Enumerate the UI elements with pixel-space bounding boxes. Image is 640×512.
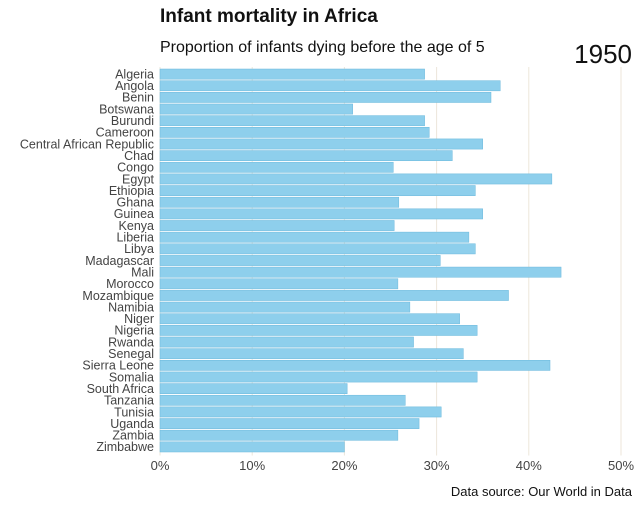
bar [159,103,353,115]
bar [159,441,345,453]
category-label: Cameroon [96,126,154,140]
category-label: Niger [124,312,154,326]
category-label: Mozambique [82,289,154,303]
category-label: Chad [124,149,154,163]
bar [159,255,441,266]
bar [159,161,394,173]
bar [159,231,470,243]
x-tick-label: 40% [516,458,542,473]
category-label: Congo [117,161,154,175]
category-label: Guinea [114,207,154,221]
x-tick-label: 50% [608,458,634,473]
bar [159,336,414,348]
category-label: Zambia [112,429,154,443]
category-label: Tanzania [104,394,154,408]
category-label: Angola [115,79,154,93]
bar [159,185,476,196]
category-label: Mali [131,265,154,279]
data-source: Data source: Our World in Data [451,484,633,499]
x-axis-ticks: 0% 10% 20% 30% 40% 50% [151,458,635,473]
bar [159,208,483,220]
category-label: South Africa [87,382,154,396]
bar [159,127,430,138]
bar [159,80,501,92]
bar [159,115,425,127]
category-label: Ghana [116,196,154,210]
category-label: Kenya [119,219,154,233]
bar [159,348,464,360]
category-label: Namibia [108,300,154,314]
category-labels: AlgeriaAngolaBeninBotswanaBurundiCameroo… [20,67,155,454]
x-tick-label: 10% [239,458,265,473]
bar [159,383,348,394]
bar [159,371,478,383]
x-tick-label: 30% [424,458,450,473]
bar [159,394,406,406]
bar [159,290,509,301]
category-label: Morocco [106,277,154,291]
category-label: Central African Republic [20,137,154,151]
bar [159,138,483,150]
category-label: Rwanda [108,335,154,349]
bar [159,301,411,313]
bar [159,220,395,231]
chart-title: Infant mortality in Africa [160,6,378,27]
category-label: Egypt [122,172,154,186]
chart-subtitle: Proportion of infants dying before the a… [160,39,485,56]
category-label: Sierra Leone [82,359,154,373]
bar [159,92,492,103]
bar [159,173,553,185]
bar [159,360,551,371]
bar [159,406,442,418]
category-label: Somalia [109,370,154,384]
bar [159,313,460,325]
x-tick-label: 20% [331,458,357,473]
bar [159,266,562,278]
year-label: 1950 [574,39,632,69]
category-label: Algeria [115,67,154,81]
category-label: Liberia [116,231,154,245]
category-label: Ethiopia [109,184,154,198]
category-label: Madagascar [85,254,154,268]
category-label: Tunisia [114,405,154,419]
bar [159,68,425,80]
bar [159,325,478,336]
bar [159,150,453,162]
bar [159,196,400,208]
category-label: Senegal [108,347,154,361]
category-label: Burundi [111,114,154,128]
bar [159,278,399,290]
category-label: Botswana [99,102,154,116]
category-label: Nigeria [114,324,154,338]
bars [159,68,562,453]
category-label: Benin [122,91,154,105]
category-label: Zimbabwe [96,440,154,454]
category-label: Uganda [110,417,154,431]
bar [159,418,420,429]
bar [159,243,476,255]
category-label: Libya [124,242,154,256]
bar [159,429,399,441]
x-tick-label: 0% [151,458,170,473]
